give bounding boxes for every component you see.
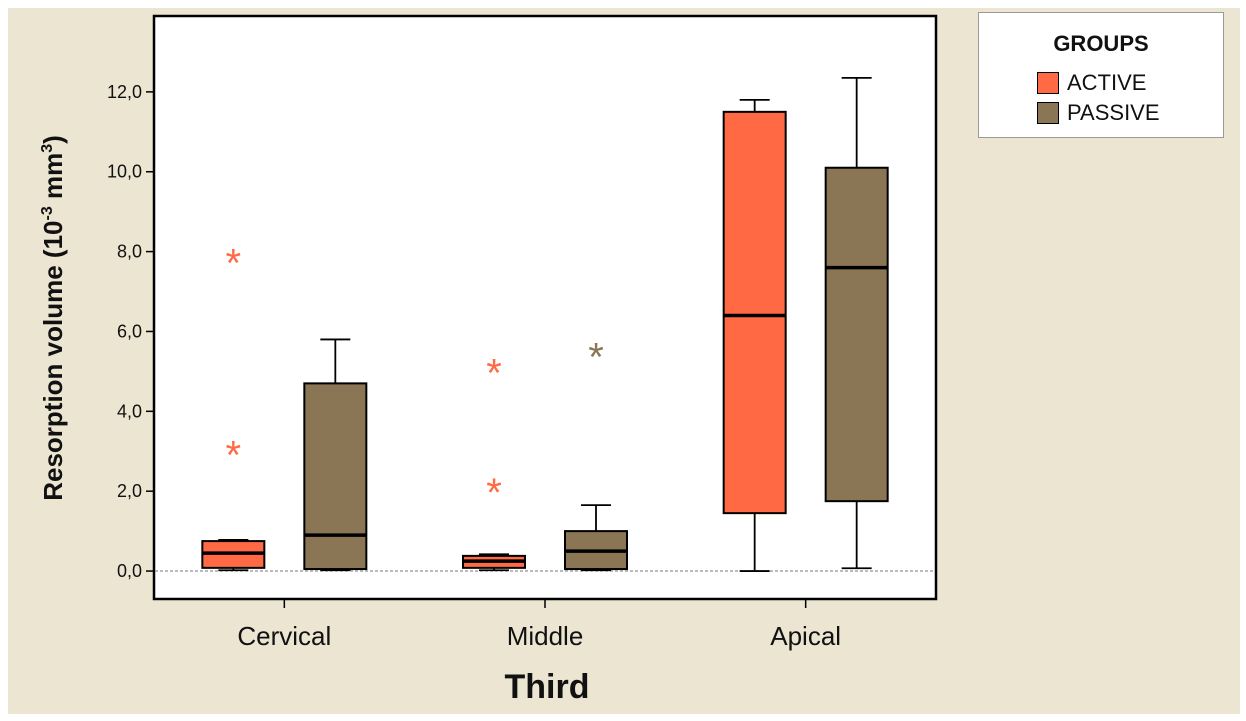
box-passive (824, 76, 889, 570)
y-tick-label: 0,0 (117, 561, 142, 581)
box-passive (303, 338, 368, 572)
y-axis-ticks: 0,0 2,0 4,0 6,0 8,0 10,0 12,0 (107, 82, 154, 581)
x-tick-label: Cervical (237, 621, 331, 651)
legend-label-passive: PASSIVE (1067, 100, 1160, 125)
x-tick-label: Middle (507, 621, 584, 651)
plot-area (152, 14, 938, 601)
y-tick-label: 10,0 (107, 162, 142, 182)
legend-swatch-passive (1037, 102, 1059, 124)
y-tick-label: 6,0 (117, 321, 142, 341)
legend: GROUPS ACTIVE PASSIVE (978, 12, 1224, 138)
box-iqr (824, 166, 889, 503)
outlier-marker: * (486, 351, 502, 395)
box-iqr (303, 382, 368, 571)
x-tick-label: Apical (770, 621, 841, 651)
legend-title: GROUPS (1053, 31, 1149, 56)
box-passive: * (564, 335, 628, 572)
legend-swatch-active (1037, 72, 1059, 94)
legend-label-active: ACTIVE (1067, 70, 1147, 95)
x-axis-title: Third (505, 668, 590, 706)
box-series: ***** (201, 76, 889, 572)
y-tick-label: 8,0 (117, 242, 142, 262)
outlier-marker: * (486, 471, 502, 515)
x-axis-ticks: Cervical Middle Apical (237, 599, 841, 651)
box-active (722, 98, 787, 572)
y-axis-title: Resorption volume (10-3 mm3) (38, 135, 68, 501)
outlier-marker: * (588, 335, 604, 379)
box-iqr (722, 110, 787, 515)
outlier-marker: * (226, 242, 242, 286)
box-active: ** (462, 351, 526, 572)
box-active: ** (201, 242, 266, 572)
outlier-marker: * (226, 433, 242, 477)
y-tick-label: 4,0 (117, 401, 142, 421)
y-tick-label: 2,0 (117, 481, 142, 501)
y-tick-label: 12,0 (107, 82, 142, 102)
